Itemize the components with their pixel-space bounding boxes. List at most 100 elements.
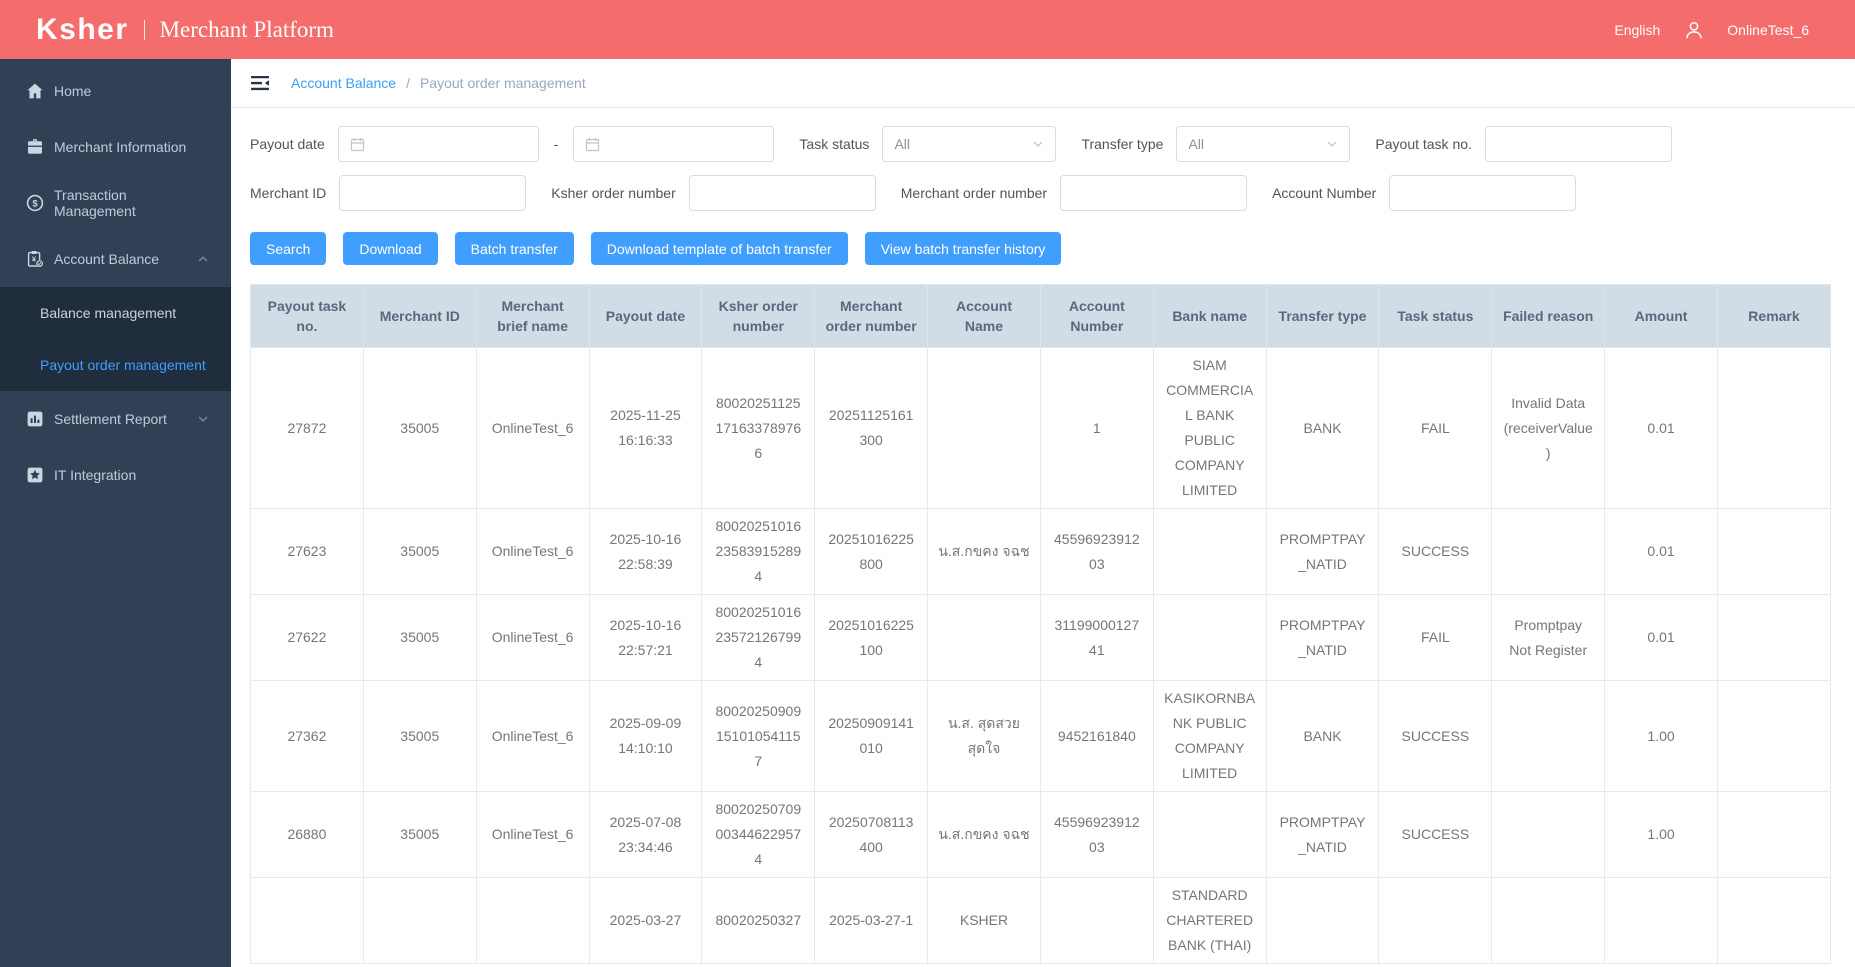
table-column-header: Account Number <box>1039 284 1154 348</box>
payout-orders-table: Payout task no. Merchant ID Merchant brief… <box>250 284 1832 964</box>
search-button[interactable]: Search <box>250 232 327 265</box>
table-cell: FAIL <box>1378 347 1493 509</box>
sidebar-item-label: Settlement Report <box>54 411 167 427</box>
svg-text:¥: ¥ <box>32 255 37 264</box>
chevron-up-icon <box>197 253 209 265</box>
transfer-type-label: Transfer type <box>1081 136 1164 152</box>
sidebar-item-transaction-management[interactable]: $ Transaction Management <box>0 175 231 231</box>
table-cell <box>1716 508 1832 595</box>
main-area: Account Balance / Payout order managemen… <box>231 59 1855 967</box>
merchant-order-number-label: Merchant order number <box>900 185 1048 201</box>
table-column-header: Merchant order number <box>814 284 929 348</box>
table-column-header: Ksher order number <box>701 284 816 348</box>
table-cell: 2025-03-27-1 <box>814 877 929 964</box>
language-switcher[interactable]: English <box>1614 21 1661 38</box>
table-cell: 3119900012741 <box>1039 594 1154 681</box>
table-cell: OnlineTest_6 <box>475 347 590 509</box>
sidebar-item-payout-order-management[interactable]: Payout order management <box>0 339 231 391</box>
sidebar-item-it-integration[interactable]: IT Integration <box>0 447 231 503</box>
table-cell <box>1604 877 1718 964</box>
calendar-icon <box>585 137 600 152</box>
table-cell: 0.01 <box>1604 594 1718 681</box>
table-cell: น.ส. สุดสวย สุดใจ <box>927 680 1041 792</box>
table-cell <box>1152 791 1267 878</box>
table-cell: 80020250909151010541157 <box>701 680 816 792</box>
transfer-type-select[interactable]: All <box>1176 126 1351 162</box>
table-cell: 27362 <box>250 680 364 792</box>
sidebar-item-settlement-report[interactable]: Settlement Report <box>0 391 231 447</box>
table-cell <box>250 877 364 964</box>
table-cell: BANK <box>1265 347 1380 509</box>
user-menu[interactable]: OnlineTest_6 <box>1683 19 1809 41</box>
brand-logo: Ksher <box>36 12 129 46</box>
table-row: 27623 35005 OnlineTest_6 2025-10-16 22:58:3… <box>250 508 1832 595</box>
breadcrumb-account-balance[interactable]: Account Balance <box>291 75 397 91</box>
ksher-order-number-input[interactable] <box>688 175 876 211</box>
table-cell: 35005 <box>362 791 477 878</box>
date-range-separator: - <box>553 136 559 152</box>
table-cell: 27872 <box>250 347 364 509</box>
table-column-header: Failed reason <box>1491 284 1606 348</box>
account-number-input[interactable] <box>1389 175 1577 211</box>
table-cell: KSHER <box>927 877 1041 964</box>
table-cell: 35005 <box>362 508 477 595</box>
top-header: Ksher Merchant Platform English OnlineTe… <box>0 0 1855 59</box>
table-cell <box>1716 680 1832 792</box>
download-template-button[interactable]: Download template of batch transfer <box>590 232 848 265</box>
task-status-label: Task status <box>799 136 870 152</box>
table-column-header: Remark <box>1716 284 1832 348</box>
table-cell: 4559692391203 <box>1039 791 1154 878</box>
table-cell: OnlineTest_6 <box>475 791 590 878</box>
chevron-down-icon <box>1326 138 1338 150</box>
table-cell: น.ส.กขคง จฉช <box>927 791 1041 878</box>
table-cell: 35005 <box>362 680 477 792</box>
table-cell: BANK <box>1265 680 1380 792</box>
body-row: Home Merchant Information $ Transaction … <box>0 59 1855 967</box>
table-cell <box>1265 877 1380 964</box>
table-cell: 20251016225100 <box>814 594 929 681</box>
sidebar-item-balance-management[interactable]: Balance management <box>0 287 231 339</box>
payout-task-no-input[interactable] <box>1484 126 1672 162</box>
breadcrumb-current-page: Payout order management <box>419 75 586 91</box>
table-body: 27872 35005 OnlineTest_6 2025-11-25 16:16:3… <box>250 347 1832 964</box>
download-button[interactable]: Download <box>343 232 438 265</box>
table-cell: 27623 <box>250 508 364 595</box>
task-status-select[interactable]: All <box>882 126 1057 162</box>
sidebar-collapse-button[interactable] <box>250 74 270 92</box>
payout-date-to-input[interactable] <box>573 126 775 162</box>
table-column-header: Bank name <box>1152 284 1267 348</box>
view-batch-transfer-history-button[interactable]: View batch transfer history <box>864 232 1062 265</box>
batch-transfer-button[interactable]: Batch transfer <box>454 232 574 265</box>
dollar-circle-icon: $ <box>26 194 44 212</box>
content: Payout date - Task status <box>231 108 1855 964</box>
merchant-order-number-input[interactable] <box>1060 175 1248 211</box>
payout-date-from-input[interactable] <box>337 126 539 162</box>
filter-row-1: Payout date - Task status <box>250 126 1831 162</box>
sidebar-item-label: Merchant Information <box>54 139 187 155</box>
table-column-header: Payout date <box>588 284 703 348</box>
table-row: 27622 35005 OnlineTest_6 2025-10-16 22:57:2… <box>250 594 1832 681</box>
table-column-header: Amount <box>1604 284 1718 348</box>
sidebar-item-label: Transaction Management <box>54 187 136 219</box>
sidebar-item-merchant-information[interactable]: Merchant Information <box>0 119 231 175</box>
merchant-id-input[interactable] <box>339 175 527 211</box>
table-column-header: Merchant ID <box>362 284 477 348</box>
table-cell: 20251016225800 <box>814 508 929 595</box>
action-buttons: Search Download Batch transfer Download … <box>250 232 1831 265</box>
table-cell: 20251125161300 <box>814 347 929 509</box>
table-cell: 80020250327 <box>701 877 816 964</box>
brand-divider <box>143 19 145 40</box>
table-header: Payout task no. Merchant ID Merchant brief… <box>250 284 1832 348</box>
sidebar-item-account-balance[interactable]: ¥ Account Balance <box>0 231 231 287</box>
table-cell <box>1716 347 1832 509</box>
table-cell: SUCCESS <box>1378 680 1493 792</box>
table-cell: น.ส.กขคง จฉช <box>927 508 1041 595</box>
table-cell: OnlineTest_6 <box>475 594 590 681</box>
account-balance-submenu: Balance management Payout order manageme… <box>0 287 231 391</box>
table-cell: SIAM COMMERCIAL BANK PUBLIC COMPANY LIMI… <box>1152 347 1267 509</box>
sidebar-item-home[interactable]: Home <box>0 63 231 119</box>
task-status-value: All <box>894 136 910 152</box>
sidebar-item-label: Account Balance <box>54 251 160 267</box>
sidebar-item-label: IT Integration <box>54 467 137 483</box>
